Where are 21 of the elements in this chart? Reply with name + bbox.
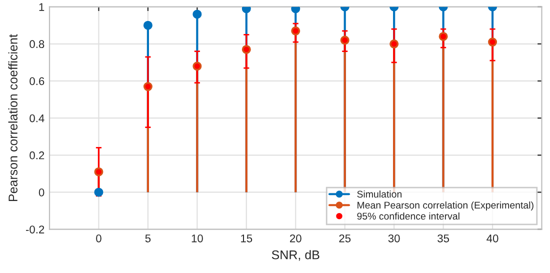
y-tick-label: -0.2 [26,226,44,234]
y-axis-title: Pearson correlation coefficient [8,34,18,202]
x-tick-label: 20 [290,234,302,242]
x-tick-label: 40 [486,234,498,242]
x-tick-label: 10 [192,234,203,242]
x-tick-label: 25 [339,234,351,242]
y-tick-label: 0.4 [30,114,44,122]
legend-label: Simulation [357,190,402,198]
x-tick-label: 35 [438,234,450,242]
x-tick-label: 5 [145,234,151,242]
x-axis-title: SNR, dB [272,250,320,261]
y-tick-label: 1 [39,3,44,11]
x-tick-label: 30 [388,234,400,242]
y-tick-label: 0 [38,188,44,196]
x-tick-label: 15 [241,234,252,242]
y-tick-label: 0.6 [30,77,44,86]
y-tick-label: 0.8 [30,40,44,48]
legend-label: 95% confidence interval [357,212,460,220]
legend-label: Mean Pearson correlation (Experimental) [358,201,534,211]
x-tick-label: 0 [96,234,102,242]
y-tick-label: 0.2 [30,151,44,160]
